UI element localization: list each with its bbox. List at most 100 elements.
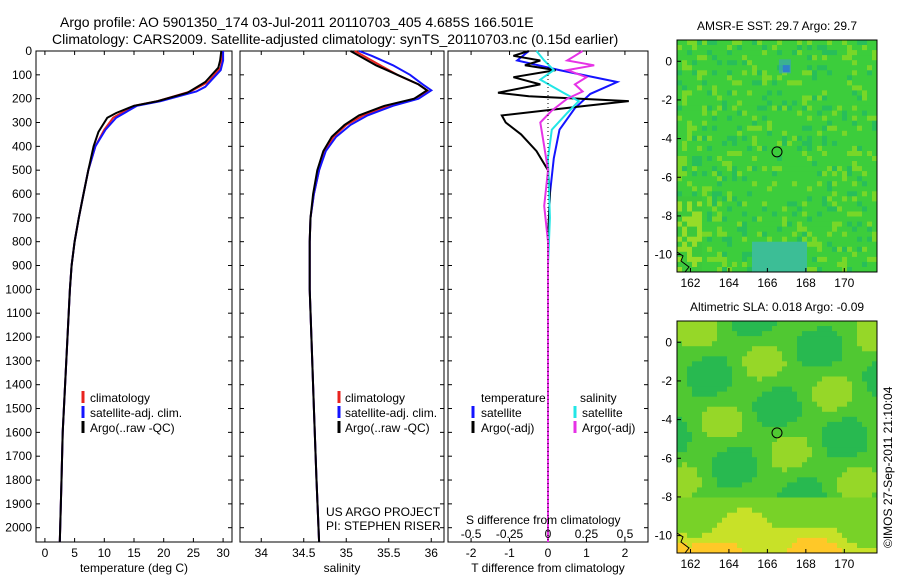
- map-cell: [772, 231, 778, 238]
- map-cell: [747, 497, 753, 504]
- map-cell: [762, 241, 768, 248]
- map-cell: [762, 331, 768, 337]
- map-cell: [807, 156, 813, 162]
- map-cell: [687, 135, 693, 142]
- map-cell: [807, 517, 813, 524]
- map-cell: [787, 346, 793, 352]
- map-cell: [867, 406, 873, 413]
- map-cell: [722, 346, 728, 352]
- map-cell: [747, 442, 753, 448]
- map-cell: [867, 351, 873, 357]
- map-cell: [857, 267, 863, 272]
- map-cell: [797, 161, 803, 167]
- map-cell: [752, 401, 758, 408]
- map-cell: [872, 140, 877, 147]
- map-cell: [792, 406, 798, 413]
- x-tick-label: 164: [719, 557, 739, 571]
- map-cell: [792, 55, 798, 61]
- map-cell: [697, 432, 703, 438]
- map-cell: [822, 386, 828, 393]
- map-cell: [812, 115, 818, 122]
- map-cell: [807, 75, 813, 81]
- map-cell: [792, 462, 798, 468]
- map-cell: [772, 381, 778, 388]
- map-cell: [702, 386, 708, 393]
- map-cell: [752, 196, 758, 202]
- map-cell: [757, 145, 763, 152]
- map-cell: [677, 371, 683, 377]
- map-cell: [727, 95, 733, 102]
- map-cell: [732, 125, 738, 132]
- map-cell: [807, 110, 813, 117]
- map-cell: [822, 105, 828, 112]
- map-cell: [677, 432, 683, 438]
- map-cell: [712, 351, 718, 357]
- map-cell: [787, 477, 793, 483]
- map-cell: [757, 487, 763, 493]
- map-cell: [682, 467, 688, 473]
- map-cell: [727, 351, 733, 357]
- map-cell: [867, 191, 873, 197]
- map-cell: [767, 191, 773, 197]
- map-cell: [682, 226, 688, 233]
- map-cell: [797, 381, 803, 388]
- map-cell: [772, 321, 778, 327]
- map-cell: [697, 115, 703, 122]
- map-cell: [837, 80, 843, 86]
- map-cell: [867, 85, 873, 91]
- map-cell: [807, 462, 813, 468]
- map-cell: [822, 186, 828, 192]
- map-cell: [787, 226, 793, 233]
- map-cell: [852, 331, 858, 337]
- map-cell: [832, 492, 838, 499]
- map-cell: [847, 256, 853, 263]
- map-cell: [797, 206, 803, 212]
- map-cell: [737, 376, 743, 383]
- map-cell: [682, 542, 688, 549]
- map-cell: [752, 442, 758, 448]
- map-cell: [847, 432, 853, 438]
- map-cell: [762, 346, 768, 352]
- map-cell: [697, 331, 703, 337]
- map-cell: [767, 437, 773, 443]
- map-cell: [872, 532, 877, 539]
- map-cell: [827, 331, 833, 337]
- legend-clim-label: climatology: [345, 391, 405, 405]
- map-cell: [682, 70, 688, 76]
- map-cell: [797, 226, 803, 233]
- map-cell: [807, 181, 813, 187]
- map-cell: [717, 166, 723, 172]
- map-cell: [752, 416, 758, 423]
- map-cell: [752, 221, 758, 228]
- map-cell: [842, 492, 848, 499]
- map-cell: [752, 206, 758, 212]
- plot-frame: [35, 50, 233, 543]
- map-cell: [752, 437, 758, 443]
- map-cell: [702, 151, 708, 157]
- map-cell: [687, 40, 693, 46]
- map-cell: [737, 366, 743, 372]
- map-cell: [742, 181, 748, 187]
- x-tick-label: 170: [834, 276, 854, 290]
- map-cell: [772, 457, 778, 463]
- map-cell: [757, 452, 763, 458]
- map-cell: [867, 125, 873, 132]
- map-cell: [712, 527, 718, 534]
- map-cell: [817, 452, 823, 458]
- map-cell: [702, 130, 708, 137]
- map-cell: [862, 125, 868, 132]
- map-cell: [782, 145, 788, 152]
- map-cell: [727, 196, 733, 202]
- map-cell: [677, 376, 683, 383]
- map-cell: [802, 267, 808, 272]
- map-cell: [852, 512, 858, 519]
- map-cell: [867, 241, 873, 248]
- map-cell: [817, 346, 823, 352]
- map-cell: [727, 186, 733, 192]
- map-cell: [727, 156, 733, 162]
- map-cell: [757, 120, 763, 127]
- map-cell: [712, 432, 718, 438]
- map-cell: [767, 171, 773, 177]
- map-cell: [832, 50, 838, 56]
- map-cell: [827, 246, 833, 253]
